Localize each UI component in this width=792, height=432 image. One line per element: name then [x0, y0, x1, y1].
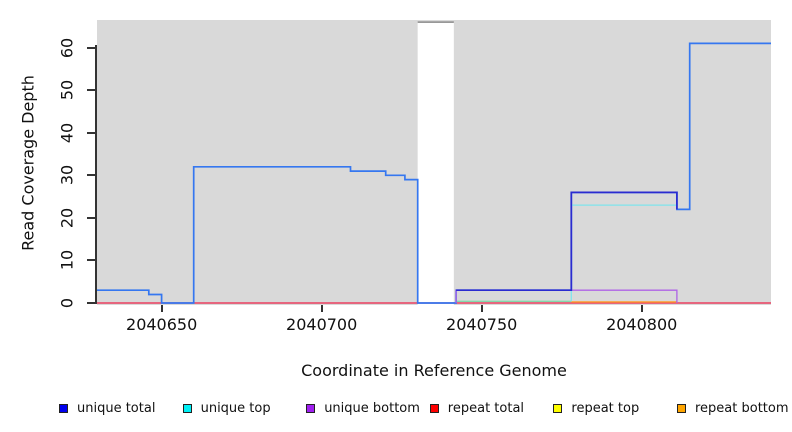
y-axis-title: Read Coverage Depth	[18, 75, 38, 251]
y-tick	[87, 259, 96, 262]
y-tick	[87, 89, 96, 92]
legend-item-unique-total: unique total	[59, 401, 155, 416]
plot-area	[97, 20, 771, 305]
legend-swatch-icon	[429, 404, 439, 413]
y-tick	[87, 46, 96, 49]
legend-swatch-icon	[306, 404, 316, 413]
x-tick-label: 2040750	[446, 315, 518, 334]
legend-swatch-icon	[182, 404, 192, 413]
legend-label: repeat bottom	[695, 401, 789, 416]
y-tick	[87, 301, 96, 304]
y-tick-label: 10	[57, 250, 77, 271]
legend-item-repeat-bottom: repeat bottom	[677, 401, 789, 416]
x-tick	[320, 305, 323, 312]
legend-item-repeat-total: repeat total	[429, 401, 525, 416]
legend-label: repeat top	[571, 401, 640, 416]
x-tick-label: 2040700	[286, 315, 358, 334]
y-tick	[87, 131, 96, 134]
x-tick-label: 2040800	[606, 315, 678, 334]
legend-item-unique-top: unique top	[182, 401, 271, 416]
legend-swatch-icon	[677, 404, 686, 413]
legend-item-repeat-top: repeat top	[553, 401, 639, 416]
legend-swatch-icon	[59, 404, 68, 413]
y-tick-label: 50	[57, 80, 77, 101]
y-tick	[87, 216, 96, 219]
series-unique-total	[456, 191, 678, 292]
y-tick-label: 20	[57, 207, 77, 229]
legend-item-unique-bottom: unique bottom	[306, 401, 420, 416]
y-tick-label: 40	[57, 122, 77, 143]
y-tick-label: 60	[57, 37, 77, 58]
x-tick	[480, 305, 483, 312]
x-tick	[640, 305, 643, 312]
legend-label: repeat total	[447, 401, 525, 416]
y-tick-label: 0	[57, 297, 77, 309]
legend-swatch-icon	[553, 404, 563, 413]
y-tick	[87, 174, 96, 177]
legend-label: unique bottom	[324, 401, 420, 416]
gap-region	[417, 22, 454, 305]
x-axis-title: Coordinate in Reference Genome	[301, 361, 567, 380]
coverage-chart	[97, 21, 771, 305]
legend-label: unique total	[77, 401, 156, 416]
x-tick	[160, 305, 163, 312]
y-axis-line	[95, 45, 97, 304]
y-tick-label: 30	[57, 165, 77, 186]
series-unique-top	[570, 204, 677, 302]
x-tick-label: 2040650	[126, 315, 198, 334]
legend-label: unique top	[200, 401, 271, 416]
